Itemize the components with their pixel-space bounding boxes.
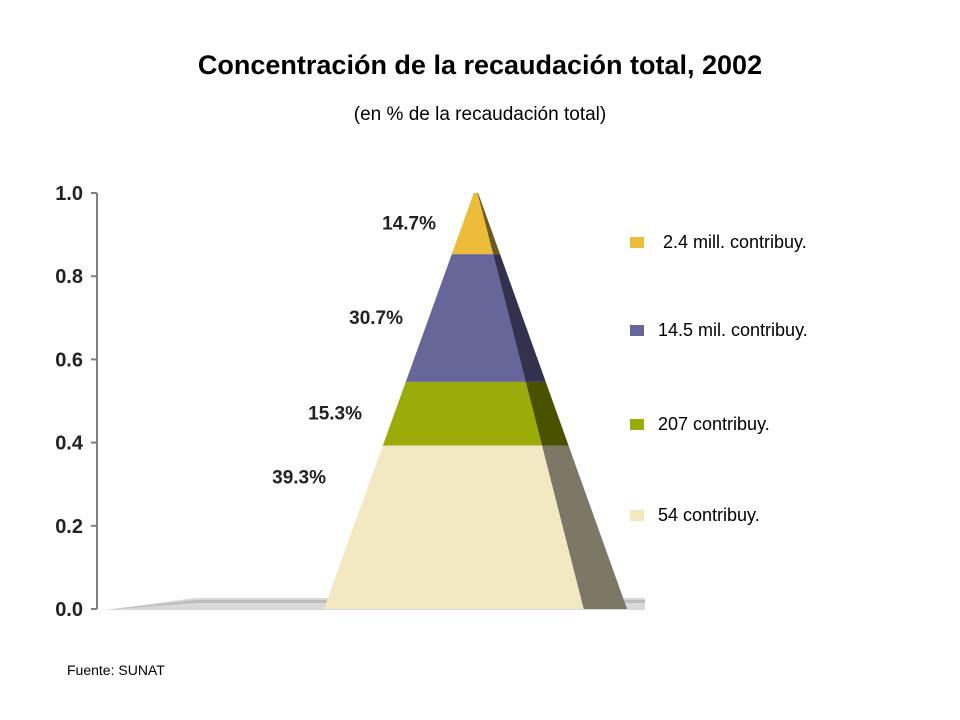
- segment-value-label: 15.3%: [308, 404, 362, 425]
- pyramid-segment: [451, 193, 494, 255]
- segment-value-label: 30.7%: [349, 308, 403, 329]
- chart-title: Concentración de la recaudación total, 2…: [197, 50, 763, 80]
- segment-value-label: 39.3%: [272, 467, 326, 488]
- pyramid-segment-side: [477, 193, 501, 255]
- legend-swatch: [630, 419, 644, 430]
- y-tick-label: 0.8: [55, 266, 83, 288]
- y-tick-label: 0.6: [55, 349, 83, 371]
- legend-swatch: [630, 510, 644, 521]
- legend-label: 2.4 mill. contribuy.: [663, 232, 807, 252]
- y-tick-label: 1.0: [55, 183, 83, 205]
- legend-label: 54 contribuy.: [658, 505, 760, 525]
- legend-label: 14.5 mil. contribuy.: [658, 320, 808, 340]
- y-tick-label: 0.2: [55, 516, 83, 538]
- y-tick-label: 0.4: [55, 433, 84, 455]
- legend-swatch: [630, 237, 644, 248]
- source-note: Fuente: SUNAT: [67, 662, 165, 678]
- pyramid-segment: [382, 381, 543, 446]
- segment-value-label: 14.7%: [382, 214, 436, 235]
- pyramid-segment: [405, 254, 526, 382]
- pyramid-segment-side: [493, 254, 546, 382]
- y-tick-label: 0.0: [55, 599, 83, 621]
- legend-swatch: [630, 325, 644, 336]
- legend-label: 207 contribuy.: [658, 414, 770, 434]
- pyramid-segment-side: [525, 381, 569, 446]
- pyramid-segment-side: [542, 445, 628, 609]
- pyramid-segment: [323, 445, 584, 609]
- chart-subtitle: (en % de la recaudación total): [353, 104, 607, 125]
